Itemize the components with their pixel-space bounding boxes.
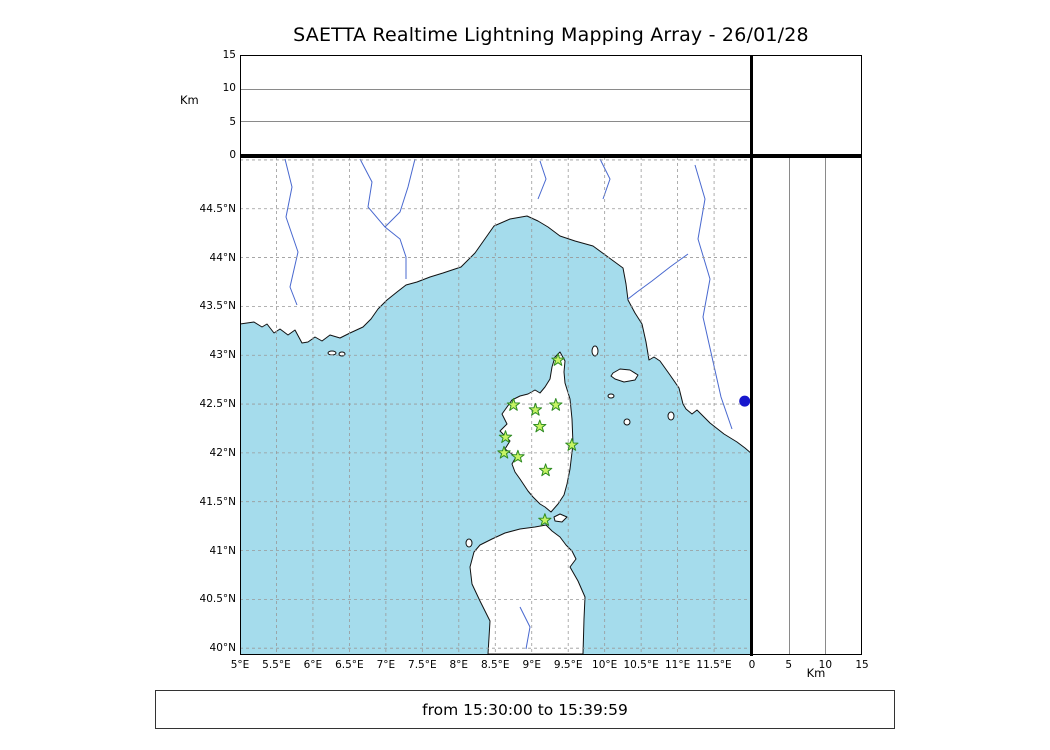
altitude-gridline-5km — [788, 158, 790, 654]
small-island — [591, 345, 599, 357]
altitude-bottom-tick-label: 10 — [818, 659, 833, 671]
small-island — [623, 418, 631, 426]
river — [627, 253, 689, 300]
river — [694, 164, 733, 430]
altitude-gridline-10km — [241, 88, 751, 90]
lat-tick-label: 43.5°N — [199, 300, 236, 313]
small-island — [465, 538, 473, 548]
lat-tick-label: 41°N — [209, 544, 236, 557]
station-star-marker — [565, 438, 579, 451]
altitude-axis-label-bottom: Km — [806, 666, 826, 680]
station-star-marker — [528, 402, 543, 416]
lon-tick-label: 9.5°E — [553, 659, 583, 671]
lat-tick-label: 40°N — [209, 642, 236, 655]
station-star-marker — [538, 513, 552, 526]
status-bar: from 15:30:00 to 15:39:59 — [155, 690, 895, 729]
maddalena-islands — [553, 513, 568, 523]
lon-tick-label: 7.5°E — [408, 659, 437, 671]
lat-tick-label: 43°N — [209, 349, 236, 362]
altitude-left-tick-label: 10 — [222, 82, 236, 95]
lon-tick-label: 5°E — [230, 659, 250, 671]
river — [284, 158, 299, 306]
altitude-panel-right — [752, 157, 862, 655]
elba-island — [610, 368, 639, 383]
page-title: SAETTA Realtime Lightning Mapping Array … — [293, 24, 809, 46]
station-star-marker — [549, 398, 563, 411]
lat-tick-label: 40.5°N — [199, 593, 236, 606]
lat-tick-label: 42°N — [209, 446, 236, 459]
station-star-marker — [498, 430, 513, 443]
altitude-bottom-tick-label: 5 — [785, 659, 792, 671]
graticule-layer — [240, 157, 752, 655]
lon-tick-label: 6°E — [303, 659, 323, 671]
altitude-gridline-10km — [825, 158, 827, 654]
altitude-bottom-tick-label: 15 — [855, 659, 869, 671]
stations-layer — [497, 353, 579, 526]
panel-divider-vertical — [750, 55, 753, 656]
lat-tick-label: 44.5°N — [199, 202, 236, 215]
mainland-coast — [240, 157, 752, 455]
station-star-marker — [511, 449, 525, 463]
lon-tick-label: 8°E — [449, 659, 469, 671]
river — [537, 160, 547, 200]
lon-tick-label: 6.5°E — [335, 659, 364, 671]
altitude-left-tick-label: 5 — [229, 115, 236, 128]
event-point-marker — [739, 395, 751, 407]
status-text: from 15:30:00 to 15:39:59 — [422, 700, 628, 719]
lat-tick-label: 41.5°N — [199, 495, 236, 508]
altitude-bottom-tick-label: 0 — [748, 659, 756, 671]
altitude-left-tick-label: 0 — [229, 149, 236, 161]
river — [599, 158, 611, 200]
altitude-axis-label-left: Km — [180, 93, 199, 107]
small-island — [667, 411, 675, 421]
lon-tick-label: 8.5°E — [480, 659, 510, 671]
lon-tick-label: 11°E — [664, 659, 691, 671]
lon-tick-label: 10.5°E — [623, 659, 659, 671]
land-layer — [240, 157, 752, 655]
station-star-marker — [551, 353, 565, 366]
lon-tick-label: 11.5°E — [696, 659, 732, 671]
lat-tick-label: 42.5°N — [199, 398, 236, 411]
station-star-marker — [533, 419, 547, 433]
lon-tick-label: 7°E — [376, 659, 396, 671]
station-star-marker — [497, 445, 511, 459]
sardinia — [469, 524, 586, 655]
river — [384, 158, 416, 228]
lat-tick-label: 44°N — [209, 251, 236, 264]
small-island — [607, 393, 615, 399]
lon-tick-label: 9°E — [522, 659, 542, 671]
station-star-marker — [506, 398, 521, 411]
rivers-layer — [284, 158, 733, 650]
small-island — [327, 350, 337, 356]
river — [519, 606, 531, 650]
lon-tick-label: 10°E — [592, 659, 618, 671]
altitude-panel-top — [240, 55, 752, 155]
altitude-left-tick-label: 15 — [222, 49, 236, 61]
station-star-marker — [538, 463, 553, 477]
corner-panel — [752, 55, 862, 155]
altitude-gridline-5km — [241, 121, 751, 123]
map-panel — [240, 157, 752, 655]
panel-divider-horizontal — [240, 154, 862, 157]
lon-tick-label: 5.5°E — [262, 659, 291, 671]
